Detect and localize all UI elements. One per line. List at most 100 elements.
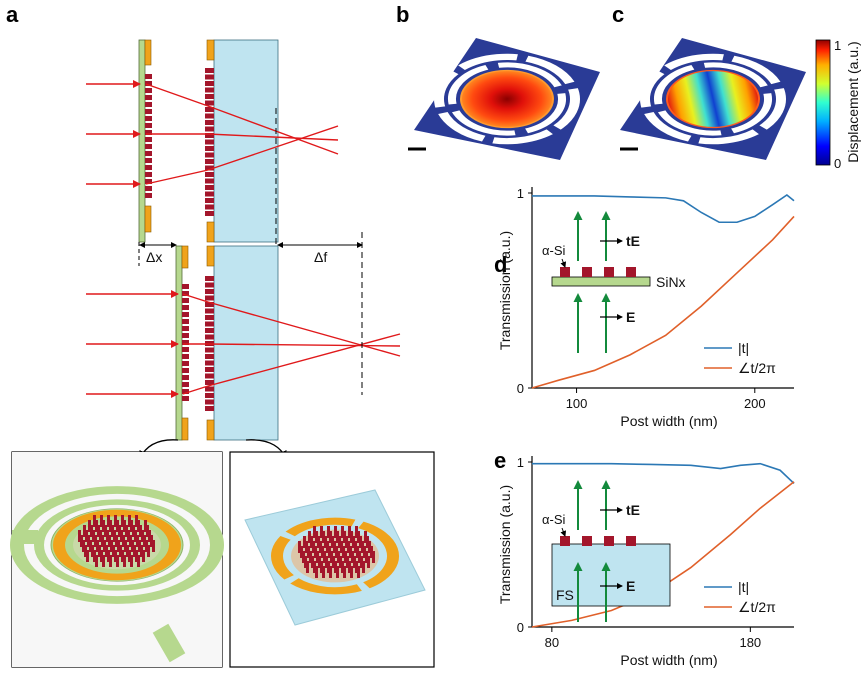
nanopost <box>349 546 352 558</box>
gold-pad <box>144 205 152 233</box>
panel-b-mode-simulation <box>408 38 600 160</box>
outer-ring <box>10 486 224 604</box>
series-line <box>532 462 795 485</box>
nanopost <box>116 555 119 567</box>
inset-post <box>626 536 636 546</box>
y-tick-label: 0 <box>517 620 524 635</box>
nanopost <box>182 319 189 324</box>
nanopost <box>130 520 133 532</box>
membrane-displacement <box>666 69 760 129</box>
nanopost <box>316 551 319 563</box>
nanopost <box>310 536 313 548</box>
nanopost <box>348 526 351 538</box>
nanopost <box>320 526 323 538</box>
nanopost <box>134 530 137 542</box>
nanopost <box>109 520 112 532</box>
y-tick-label: 1 <box>517 186 524 201</box>
inset-substrate <box>551 276 651 287</box>
nanopost <box>358 551 361 563</box>
nanopost <box>205 100 214 106</box>
nanopost <box>357 531 360 543</box>
nanopost <box>334 526 337 538</box>
substrate-upper <box>213 39 279 243</box>
nanopost <box>182 354 189 359</box>
nanopost <box>127 530 130 542</box>
series-line <box>531 215 795 389</box>
nanopost <box>313 526 316 538</box>
nanopost <box>305 541 308 553</box>
panel-label-a: a <box>6 2 19 27</box>
nanopost <box>205 204 214 210</box>
inset-post <box>560 267 570 277</box>
y-tick-label: 1 <box>517 455 524 470</box>
nanopost <box>357 566 360 578</box>
render-posts-substrate <box>298 526 375 578</box>
render-membrane-metasurface <box>10 451 224 668</box>
nanopost <box>141 530 144 542</box>
nanopost <box>93 515 96 527</box>
inset-post <box>626 267 636 277</box>
nanopost <box>360 556 363 568</box>
nanopost <box>341 526 344 538</box>
nanopost <box>205 165 214 171</box>
nanopost <box>131 540 134 552</box>
nanopost <box>205 367 214 372</box>
nanopost <box>205 152 214 158</box>
nanopost <box>353 556 356 568</box>
df-label: Δf <box>314 249 327 265</box>
nanopost <box>102 520 105 532</box>
nanopost <box>146 525 149 537</box>
nanopost <box>329 566 332 578</box>
gold-pad <box>206 221 215 243</box>
nanopost <box>145 130 152 135</box>
nanopost <box>326 541 329 553</box>
panel-a-upper-system <box>86 39 339 260</box>
colorbar-label: Displacement (a.u.) <box>845 41 861 162</box>
nanopost <box>130 555 133 567</box>
nanopost <box>361 541 364 553</box>
nanopost <box>145 95 152 100</box>
nanopost <box>107 550 110 562</box>
nanopost <box>145 144 152 149</box>
panel-label-c: c <box>612 2 624 27</box>
nanopost <box>136 535 139 547</box>
inset-substrate-label: FS <box>556 587 574 603</box>
nanopost <box>346 556 349 568</box>
nanopost <box>205 308 214 314</box>
nanopost <box>94 535 97 547</box>
x-axis-label: Post width (nm) <box>620 652 717 668</box>
nanopost <box>117 540 120 552</box>
nanopost <box>182 340 189 345</box>
nanopost <box>145 165 152 170</box>
gold-pad <box>206 39 215 61</box>
nanopost <box>182 389 189 394</box>
nanopost <box>129 535 132 547</box>
inset-in-label: E <box>626 578 635 594</box>
nanopost <box>82 540 85 552</box>
nanopost <box>331 536 334 548</box>
render-substrate-metasurface <box>229 451 435 668</box>
y-tick-label: 0 <box>517 381 524 396</box>
nanopost <box>96 540 99 552</box>
nanopost <box>145 158 152 163</box>
nanopost <box>114 515 117 527</box>
nanopost <box>123 555 126 567</box>
outer-ring <box>434 53 580 145</box>
nanopost <box>138 540 141 552</box>
nanopost <box>102 555 105 567</box>
panel-a-lower-system <box>86 232 401 459</box>
nanopost <box>205 347 214 353</box>
nanopost <box>145 540 148 552</box>
nanopost <box>152 540 155 552</box>
nanopost <box>83 525 86 537</box>
nanopost <box>205 113 214 119</box>
nanopost <box>303 536 306 548</box>
nanopost <box>341 561 344 573</box>
nanopost <box>205 295 214 301</box>
x-tick-label: 100 <box>566 396 588 411</box>
nanopost <box>304 556 307 568</box>
nanopost <box>182 312 189 317</box>
nanopost <box>317 536 320 548</box>
nanopost <box>97 525 100 537</box>
nanopost <box>100 515 103 527</box>
